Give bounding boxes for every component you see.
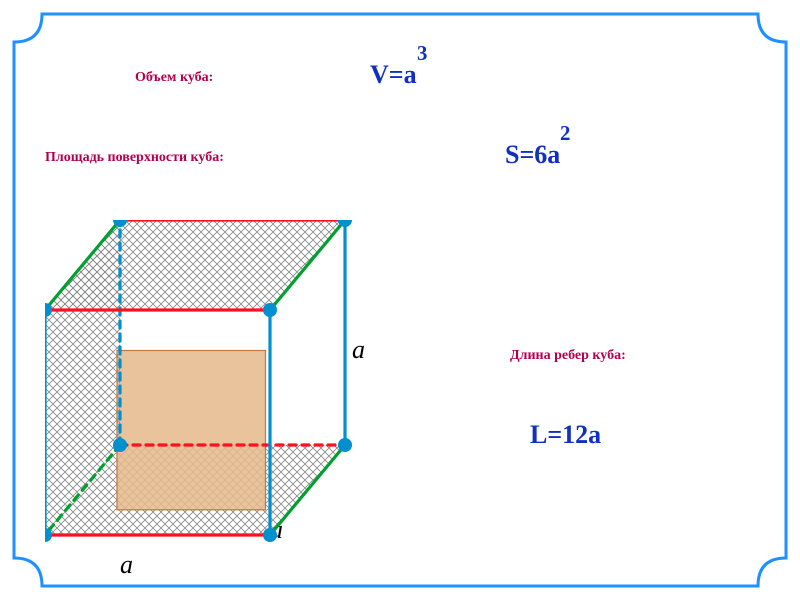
formula-volume-base: V=a (370, 60, 417, 89)
formula-edges: L=12a (530, 420, 601, 450)
formula-volume-exp: 3 (417, 42, 427, 66)
label-surface: Площадь поверхности куба: (45, 150, 224, 166)
formula-edges-base: L=12a (530, 420, 601, 449)
label-edges: Длина ребер куба: (510, 348, 626, 364)
formula-surface-exp: 2 (560, 122, 570, 146)
label-volume: Объем куба: (135, 70, 213, 86)
formula-volume: V=a 3 (370, 60, 417, 90)
cube-diagram (45, 220, 365, 560)
formula-surface-base: S=6a (505, 140, 560, 169)
formula-surface: S=6a 2 (505, 140, 560, 170)
